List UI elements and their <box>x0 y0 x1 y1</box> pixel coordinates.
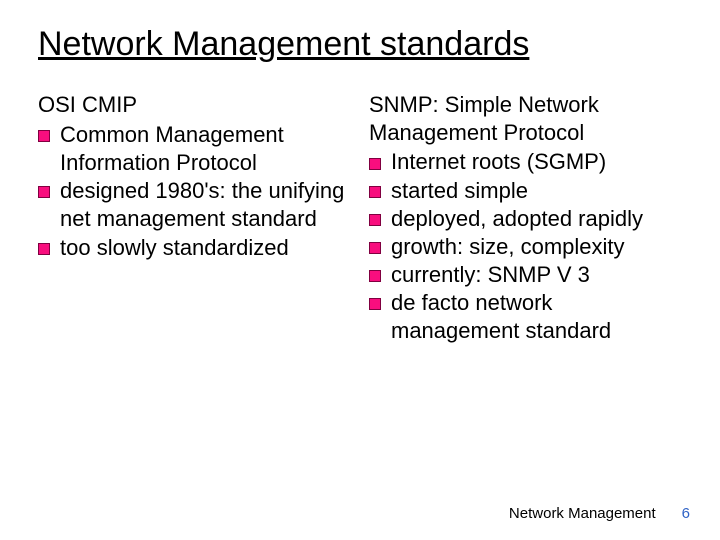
slide-title: Network Management standards <box>38 26 682 63</box>
right-heading: SNMP: Simple Network Management Protocol <box>369 91 682 146</box>
slide: Network Management standards OSI CMIP Co… <box>0 0 720 540</box>
list-item: growth: size, complexity <box>369 233 682 261</box>
left-heading: OSI CMIP <box>38 91 351 119</box>
left-bullet-list: Common Management Information Protocol d… <box>38 121 351 262</box>
slide-footer: Network Management 6 <box>509 505 690 522</box>
footer-label: Network Management <box>509 505 656 522</box>
right-column: SNMP: Simple Network Management Protocol… <box>369 91 682 345</box>
left-column: OSI CMIP Common Management Information P… <box>38 91 351 345</box>
list-item: Common Management Information Protocol <box>38 121 351 177</box>
list-item: deployed, adopted rapidly <box>369 205 682 233</box>
content-columns: OSI CMIP Common Management Information P… <box>38 91 682 345</box>
right-bullet-list: Internet roots (SGMP) started simple dep… <box>369 148 682 345</box>
list-item: started simple <box>369 177 682 205</box>
list-item: de facto network management standard <box>369 289 682 345</box>
list-item: currently: SNMP V 3 <box>369 261 682 289</box>
list-item: designed 1980's: the unifying net manage… <box>38 177 351 233</box>
list-item: too slowly standardized <box>38 234 351 262</box>
list-item: Internet roots (SGMP) <box>369 148 682 176</box>
page-number: 6 <box>682 505 690 522</box>
